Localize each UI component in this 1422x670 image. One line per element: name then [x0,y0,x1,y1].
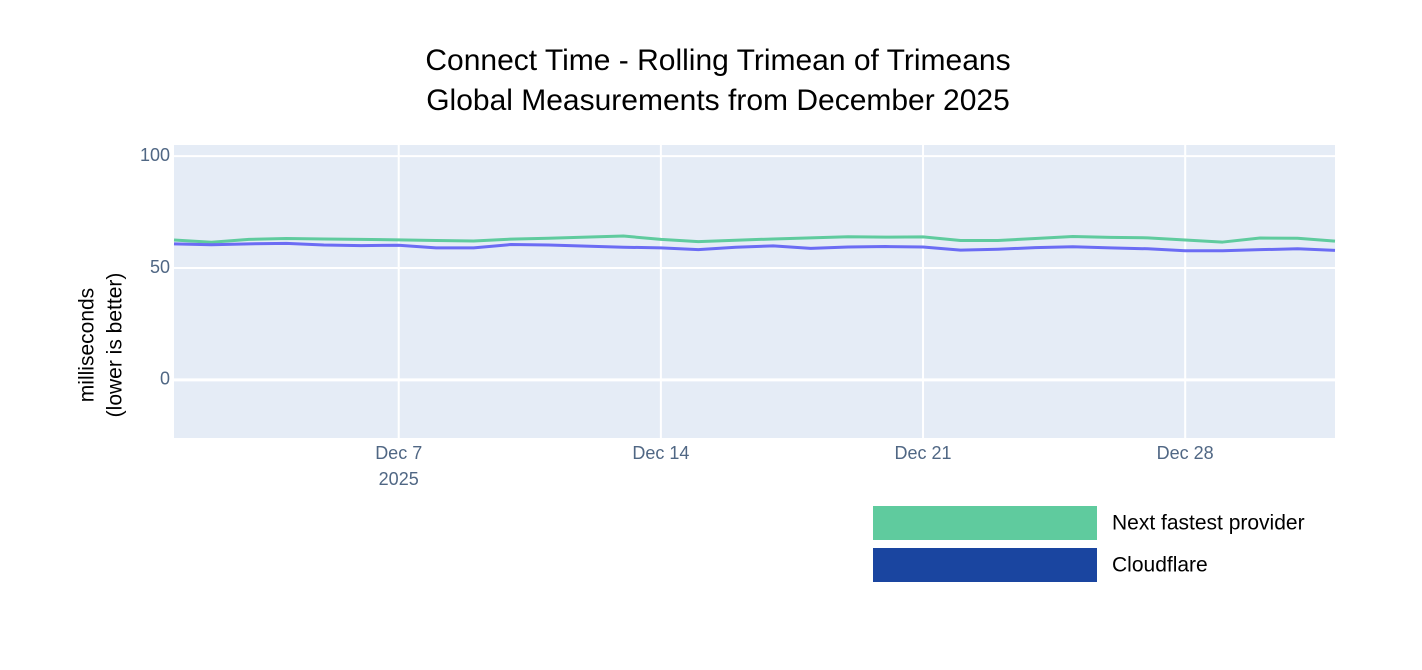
plot-area [174,145,1335,438]
x-tick-label: Dec 21 [895,443,952,463]
chart-subtitle: Global Measurements from December 2025 [426,84,1010,117]
legend-swatch [873,548,1097,582]
legend-swatch [873,506,1097,540]
line [173,234,1336,244]
y-tick-label: 50 [150,257,170,277]
chart-title: Connect Time - Rolling Trimean of Trimea… [425,44,1010,77]
legend-label: Cloudflare [1112,554,1208,577]
x-year-label: 2025 [379,469,419,489]
line [173,241,1336,253]
x-tick-label: Dec 14 [632,443,689,463]
y-tick-label: 100 [140,145,170,165]
x-tick-label: Dec 7 [375,443,422,463]
y-tick-label: 0 [160,369,170,389]
y-axis-title: (lower is better) [104,273,127,418]
y-axis-title: milliseconds [76,288,99,402]
x-tick-label: Dec 28 [1157,443,1214,463]
legend-label: Next fastest provider [1112,512,1305,535]
